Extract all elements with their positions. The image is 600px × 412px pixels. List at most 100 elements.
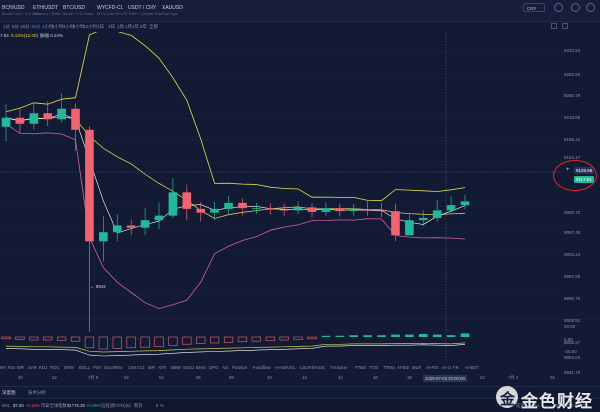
osc-bar: [405, 334, 414, 337]
indicator-option[interactable]: TTSI: [369, 365, 379, 370]
indicator-option[interactable]: MLR: [412, 365, 422, 370]
candle-body: [460, 201, 470, 206]
indicator-option[interactable]: RSI: [8, 365, 16, 370]
timeframe-option[interactable]: 1日: [97, 24, 105, 29]
indicator-option[interactable]: ATR: [158, 365, 167, 370]
osc-bar: [251, 336, 261, 342]
timeframe-option[interactable]: 5年: [140, 24, 148, 29]
timeframe-option[interactable]: 3日: [108, 24, 116, 29]
indicator-option[interactable]: BBW: [171, 365, 181, 370]
indicator-option[interactable]: AI-BST: [465, 365, 479, 370]
timeframe-option[interactable]: 1小时: [42, 24, 54, 29]
indicator-option[interactable]: StochRSI: [104, 365, 123, 370]
candle-body: [29, 113, 39, 124]
currency-select[interactable]: CNY: [523, 3, 545, 12]
candle-body: [154, 215, 164, 221]
candle-body: [126, 225, 136, 228]
indicator-option[interactable]: SAR: [28, 365, 37, 370]
indicator-option[interactable]: FR: [453, 365, 459, 370]
price-axis-label: 8960.75: [564, 296, 581, 301]
fullscreen-icon[interactable]: [586, 3, 595, 12]
symbol-bar: BCH/USD Bitcoin Cash / U.S. Dollar ETH/USD…: [0, 0, 600, 22]
timeframe-option[interactable]: 1分: [3, 24, 11, 29]
timeframe-option[interactable]: 12小时: [83, 24, 98, 29]
indicator-option[interactable]: Position: [232, 365, 248, 370]
indicator-option[interactable]: DPO: [209, 365, 219, 370]
indicator-option[interactable]: WR: [17, 365, 25, 370]
indicator-option[interactable]: BOLL: [79, 365, 90, 370]
layout-icon[interactable]: [551, 23, 557, 29]
indicator-option[interactable]: CMI: [128, 365, 136, 370]
timeframe-option[interactable]: 1年: [132, 24, 140, 29]
osc-bar: [321, 335, 331, 337]
price-axis-label: 9154.17: [564, 155, 581, 160]
timeframe-option[interactable]: 6小时: [73, 24, 85, 29]
candle-body: [1, 117, 11, 127]
indicator-option[interactable]: MFI: [148, 365, 156, 370]
timeframe-option[interactable]: 1月: [125, 24, 133, 29]
indicator-option[interactable]: AI-NetVOL: [275, 365, 296, 370]
osc-bar: [84, 336, 95, 349]
price-chart[interactable]: [0, 32, 600, 362]
osc-bar: [154, 336, 164, 347]
osc-bar: [223, 336, 234, 343]
time-axis-label: 04: [159, 375, 164, 380]
price-axis-label: 8896.27: [564, 340, 581, 345]
osc-bar: [57, 336, 67, 341]
candle-body: [307, 207, 317, 212]
compare-icon[interactable]: [554, 3, 563, 12]
watermark-text: 金色财经: [521, 392, 593, 411]
time-axis-label: 7月 4: [508, 375, 519, 380]
timeframe-option[interactable]: 全部: [149, 24, 158, 29]
indicator-option[interactable]: AI-FDI: [426, 365, 439, 370]
time-axis-label: 7月 8: [88, 375, 99, 380]
indicator-option[interactable]: BASIS: [312, 365, 325, 370]
indicator-option[interactable]: AI-BSI: [397, 365, 410, 370]
tab-depth[interactable]: 深度图: [2, 390, 16, 395]
indicator-option[interactable]: AO: [222, 365, 229, 370]
osc-bar: [15, 336, 25, 340]
amplitude: 振幅 0.24%: [40, 33, 64, 38]
timeframe-option[interactable]: 4小时: [63, 24, 75, 29]
indicator-option[interactable]: SKDJ: [183, 365, 194, 370]
indicator-option[interactable]: TVolume: [330, 365, 347, 370]
timeframe-option[interactable]: 15分: [20, 24, 30, 29]
indicator-option[interactable]: LSUR: [300, 365, 312, 370]
status-item: -0.14%: [26, 403, 40, 408]
drawing-icon[interactable]: [562, 23, 568, 29]
tab-analysis[interactable]: 技术分析: [28, 390, 46, 395]
candle-body: [57, 108, 66, 120]
osc-bar: [140, 336, 150, 348]
candle-body: [85, 129, 94, 242]
osc-bar: [432, 334, 442, 337]
indicator-option[interactable]: Fundflow: [253, 365, 271, 370]
timeframe-option[interactable]: 5分: [12, 24, 20, 29]
settings-icon[interactable]: [571, 3, 580, 12]
osc-bar: [1, 336, 11, 340]
bottom-tabs: 深度图 技术分析: [0, 386, 600, 398]
indicator-option[interactable]: TTMU: [383, 365, 395, 370]
indicator-option[interactable]: FTBS: [355, 365, 366, 370]
indicator-option[interactable]: AI-IJ: [442, 365, 451, 370]
symbol-name: XAUUSD: [162, 5, 183, 11]
price-axis-label: 8864.03: [564, 355, 581, 360]
price-axis-label: 9282.60: [564, 72, 581, 77]
indicator-option[interactable]: MTM: [64, 365, 74, 370]
timeframe-option[interactable]: 2小时: [52, 24, 64, 29]
indicator-option[interactable]: MV: [0, 365, 7, 370]
osc-bar: [418, 334, 428, 337]
candle-body: [321, 208, 331, 212]
indicator-option[interactable]: ROC: [50, 365, 60, 370]
indicator-option[interactable]: BIAS: [196, 365, 206, 370]
osc-axis-label: -20.00: [564, 349, 577, 354]
indicator-option[interactable]: CCI: [137, 365, 145, 370]
timeframe-option[interactable]: 1周: [117, 24, 125, 29]
candle-body: [432, 210, 442, 218]
indicator-option[interactable]: PSY: [93, 365, 102, 370]
indicator-option[interactable]: KDJ: [39, 365, 48, 370]
price-axis-label: 9186.41: [564, 137, 581, 142]
timeframe-option[interactable]: 30分: [31, 24, 41, 29]
time-axis-label: 02: [124, 375, 129, 380]
osc-bar: [265, 336, 275, 341]
osc-bar: [196, 336, 206, 344]
